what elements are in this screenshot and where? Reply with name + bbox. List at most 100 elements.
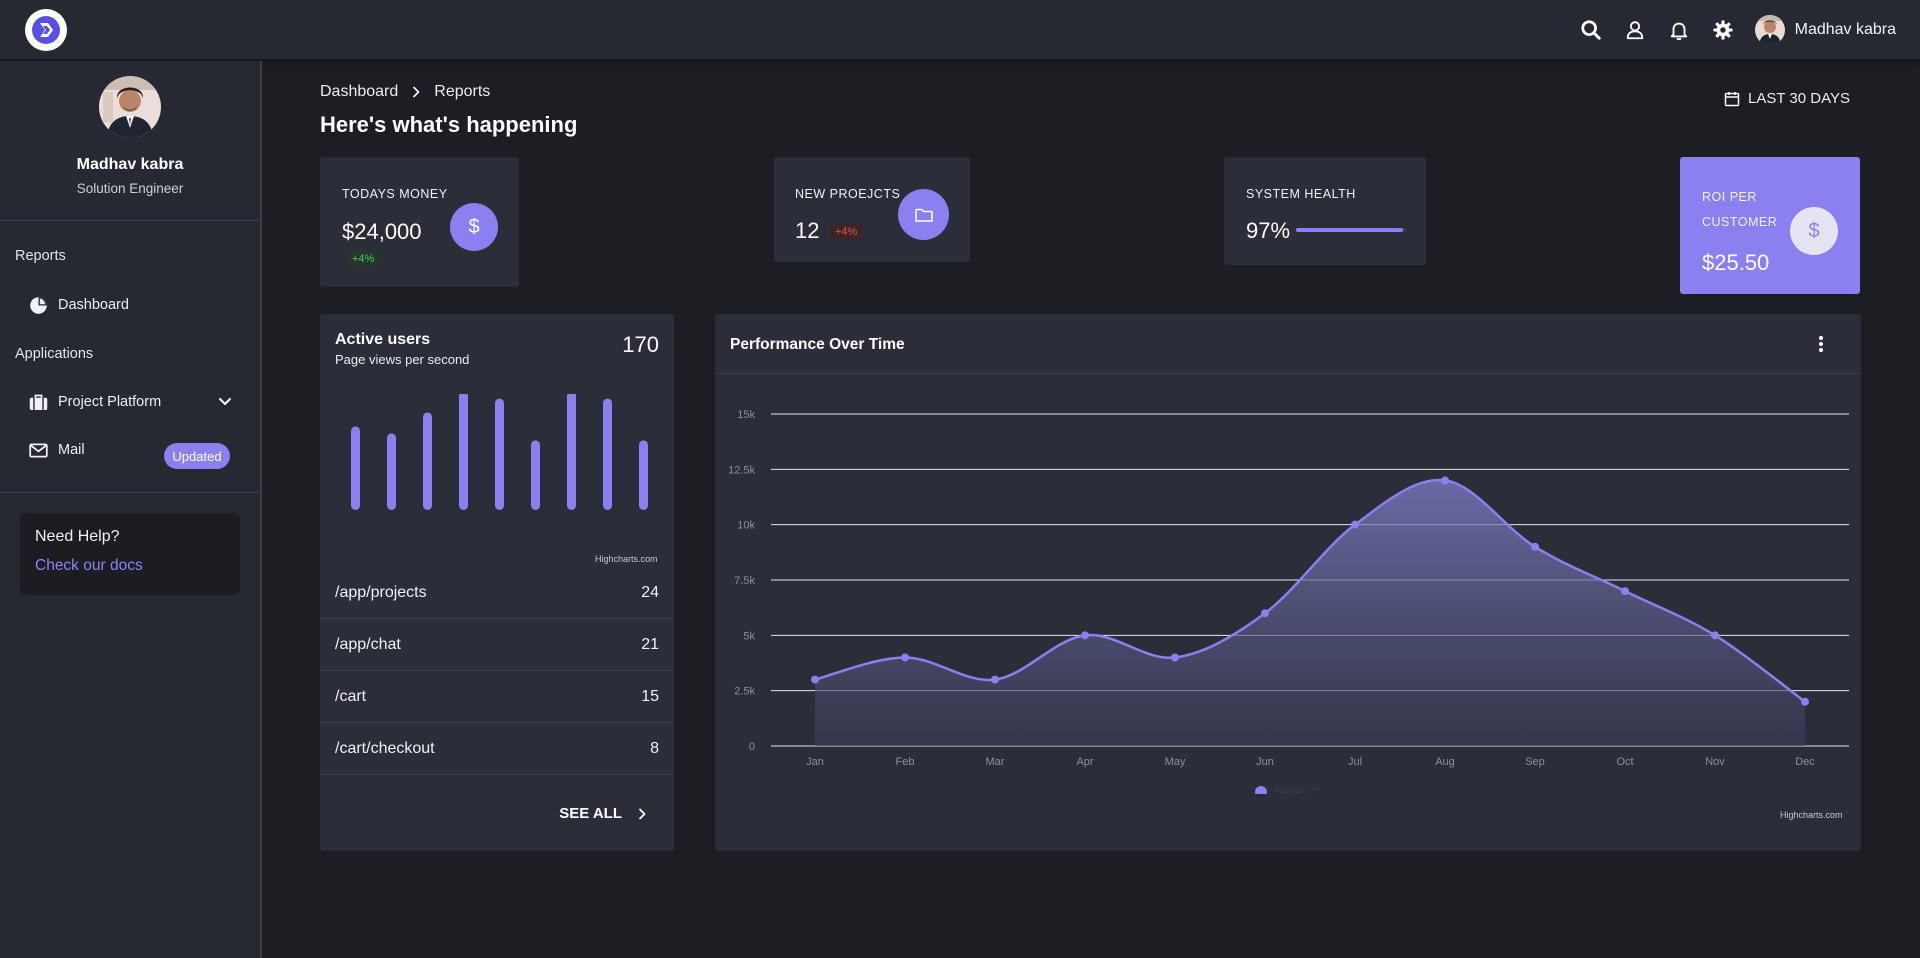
x-tick-label: Jan xyxy=(806,756,824,768)
bell-icon xyxy=(1670,22,1687,41)
data-point-oct[interactable] xyxy=(1621,587,1629,596)
logo-icon xyxy=(32,16,60,44)
data-point-feb[interactable] xyxy=(901,653,909,662)
data-point-apr[interactable] xyxy=(1081,631,1089,640)
sidebar: Madhav kabra Solution Engineer Reports D… xyxy=(0,61,262,958)
status-badge: Updated xyxy=(164,443,230,469)
folder-icon xyxy=(898,189,949,240)
performance-header: Performance Over Time xyxy=(715,314,1861,374)
bar-6 xyxy=(531,440,540,510)
route-count: 15 xyxy=(641,687,659,705)
data-point-jun[interactable] xyxy=(1261,609,1269,618)
breadcrumb-item[interactable]: Dashboard xyxy=(320,83,399,100)
route-path: /app/projects xyxy=(335,583,427,601)
change-badge: +4% xyxy=(830,224,863,240)
sidebar-divider xyxy=(0,492,260,493)
performance-title: Performance Over Time xyxy=(730,336,905,353)
card-value: $25.50 xyxy=(1702,250,1770,275)
route-count: 21 xyxy=(641,635,659,653)
bar-8 xyxy=(603,398,612,510)
date-range-label: LAST 30 DAYS xyxy=(1748,90,1850,107)
top-navbar: Madhav kabra xyxy=(0,0,1920,60)
highcharts-credit[interactable]: Highcharts.com xyxy=(595,554,658,564)
card-label: CUSTOMER xyxy=(1702,215,1778,229)
y-tick-label: 2.5k xyxy=(734,686,755,698)
card-new-projects: NEW PROEJCTS 12 +4% xyxy=(774,157,970,262)
route-count: 24 xyxy=(641,583,659,601)
sidebar-item-mail[interactable]: Mail xyxy=(28,437,85,463)
notifications-button[interactable] xyxy=(1667,18,1691,42)
x-tick-label: Aug xyxy=(1435,756,1455,768)
change-badge: +4% xyxy=(347,251,380,267)
list-item[interactable]: /cart/checkout 8 xyxy=(320,723,674,775)
bar-4 xyxy=(459,394,468,510)
x-tick-label: Feb xyxy=(896,756,915,768)
profile-name: Madhav kabra xyxy=(76,156,184,173)
sidebar-item-label: Project Platform xyxy=(58,394,162,410)
active-users-subtitle: Page views per second xyxy=(335,352,470,367)
list-item[interactable]: /app/chat 21 xyxy=(320,619,674,671)
user-icon xyxy=(1626,21,1643,40)
top-username: Madhav kabra xyxy=(1794,21,1896,38)
list-item[interactable]: /cart 15 xyxy=(320,671,674,723)
card-value: 12 xyxy=(795,218,820,243)
list-item[interactable]: /app/projects 24 xyxy=(320,567,674,619)
search-icon xyxy=(1580,20,1601,40)
chevron-down-icon[interactable] xyxy=(218,395,232,409)
x-tick-label: Jul xyxy=(1348,756,1362,768)
data-point-jul[interactable] xyxy=(1351,520,1359,529)
y-tick-label: 7.5k xyxy=(734,575,755,587)
breadcrumb-item: Reports xyxy=(434,83,491,100)
topbar-actions: Madhav kabra xyxy=(1559,0,1896,60)
kebab-menu-icon[interactable] xyxy=(1818,335,1824,353)
data-point-jan[interactable] xyxy=(811,675,819,684)
card-todays-money: TODAYS MONEY $24,000 +4% $ xyxy=(320,157,519,287)
sidebar-item-dashboard[interactable]: Dashboard xyxy=(28,292,129,318)
legend-label[interactable]: Series 1 xyxy=(1274,785,1318,794)
page-title: Here's what's happening xyxy=(320,112,578,137)
bar-3 xyxy=(423,412,432,510)
data-point-sep[interactable] xyxy=(1531,542,1539,551)
active-users-bar-chart xyxy=(351,394,648,510)
card-label: TODAYS MONEY xyxy=(342,187,448,201)
sidebar-item-label: Dashboard xyxy=(58,297,129,313)
user-menu[interactable]: Madhav kabra xyxy=(1754,15,1896,45)
briefcase-icon xyxy=(29,394,48,410)
sidebar-item-label: Mail xyxy=(58,442,85,458)
x-tick-label: Sep xyxy=(1525,756,1545,768)
data-point-may[interactable] xyxy=(1171,653,1179,662)
see-all-button[interactable]: SEE ALL xyxy=(559,805,648,822)
highcharts-credit[interactable]: Highcharts.com xyxy=(1780,810,1843,820)
card-roi-per-customer: ROI PER CUSTOMER $25.50 $ xyxy=(1680,157,1860,294)
calendar-icon xyxy=(1724,91,1740,106)
active-users-card: Active users Page views per second 170 H… xyxy=(320,314,674,851)
route-count: 8 xyxy=(650,739,659,757)
x-tick-label: Jun xyxy=(1256,756,1274,768)
pie-chart-icon xyxy=(30,296,47,314)
x-tick-label: Apr xyxy=(1076,756,1093,768)
card-system-health: SYSTEM HEALTH 97% xyxy=(1224,157,1426,265)
y-tick-label: 0 xyxy=(749,741,755,753)
x-tick-label: Oct xyxy=(1616,756,1633,768)
card-value: $24,000 xyxy=(342,219,422,244)
app-logo[interactable] xyxy=(25,9,67,51)
data-point-nov[interactable] xyxy=(1711,631,1719,640)
x-tick-label: Nov xyxy=(1705,756,1725,768)
docs-link[interactable]: Check our docs xyxy=(35,557,143,574)
legend-marker[interactable] xyxy=(1255,786,1267,794)
data-point-aug[interactable] xyxy=(1441,476,1449,485)
data-point-dec[interactable] xyxy=(1801,697,1809,706)
data-point-mar[interactable] xyxy=(991,675,999,684)
chevron-right-icon xyxy=(639,808,646,819)
sidebar-item-project-platform[interactable]: Project Platform xyxy=(28,389,161,415)
search-button[interactable] xyxy=(1579,18,1603,42)
see-all-label: SEE ALL xyxy=(559,805,622,822)
card-label: NEW PROEJCTS xyxy=(795,187,901,201)
settings-button[interactable] xyxy=(1711,18,1735,42)
profile-button[interactable] xyxy=(1623,18,1647,42)
route-path: /cart xyxy=(335,687,367,705)
x-tick-label: May xyxy=(1165,756,1186,768)
bar-5 xyxy=(495,398,504,510)
performance-area-chart: 0 2.5k 5k 7.5k 10k 12.5k 15k Jan Feb Mar Apr May Jun… xyxy=(728,409,1849,794)
date-range-picker[interactable]: LAST 30 DAYS xyxy=(1724,90,1850,107)
